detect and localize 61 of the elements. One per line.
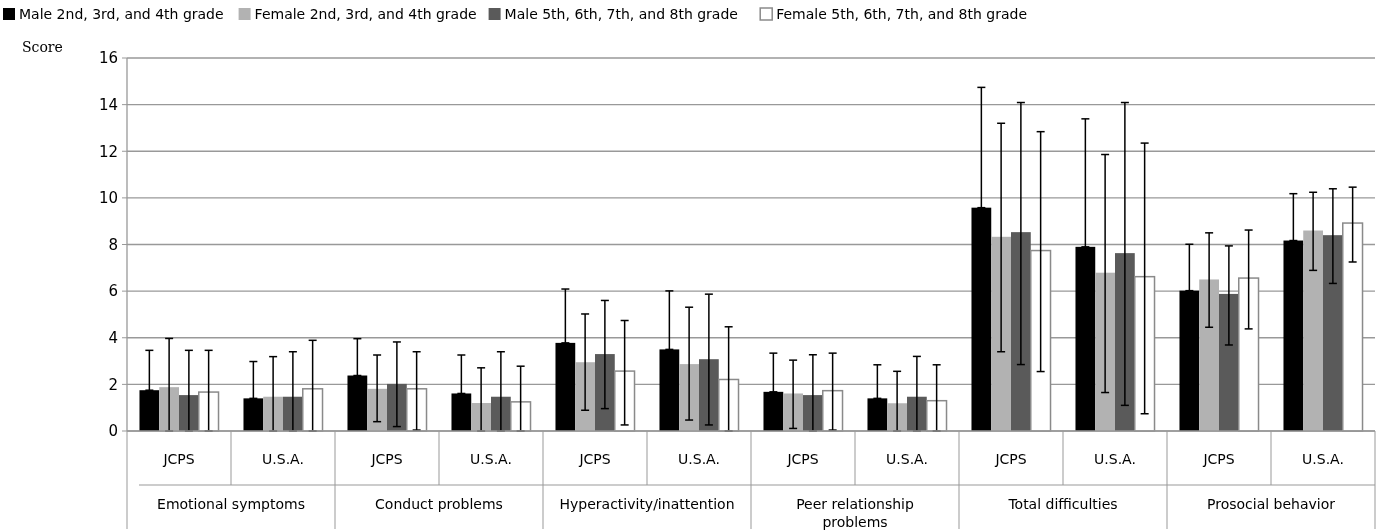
text: Peer relationship problems bbox=[796, 496, 914, 530]
x-tick-label: JCPS bbox=[1202, 451, 1235, 467]
x-tick-label: U.S.A. bbox=[886, 451, 928, 467]
bar bbox=[198, 391, 220, 432]
x-tick-label: U.S.A. bbox=[470, 451, 512, 467]
bar bbox=[1075, 246, 1096, 431]
bar bbox=[822, 389, 844, 432]
bar bbox=[139, 390, 160, 431]
text: Total difficulties bbox=[1007, 496, 1118, 512]
y-tick-label: 6 bbox=[108, 282, 118, 301]
bar bbox=[367, 388, 387, 431]
y-tick-label: 4 bbox=[108, 329, 118, 347]
bar bbox=[1342, 222, 1364, 432]
bar bbox=[991, 236, 1011, 431]
legend-label: Male 2nd, 3rd, and 4th grade bbox=[19, 5, 224, 22]
bar bbox=[1095, 272, 1115, 431]
bar bbox=[1011, 232, 1031, 431]
bar bbox=[1030, 249, 1052, 432]
x-tick-label: JCPS bbox=[994, 451, 1027, 467]
legend-label: Male 5th, 6th, 7th, and 8th grade bbox=[504, 5, 738, 22]
y-axis-title: Score bbox=[22, 39, 63, 55]
y-tick-label: 10 bbox=[98, 189, 118, 208]
bar bbox=[1238, 277, 1260, 432]
text: Conduct problems bbox=[375, 496, 503, 512]
bar bbox=[614, 370, 636, 432]
bar bbox=[1219, 293, 1239, 431]
bar bbox=[1199, 279, 1219, 431]
bar bbox=[1303, 230, 1323, 431]
text: Emotional symptoms bbox=[157, 496, 305, 512]
bar bbox=[1323, 235, 1343, 431]
legend-label: Female 5th, 6th, 7th, and 8th grade bbox=[776, 5, 1028, 22]
y-tick-label: 0 bbox=[108, 422, 118, 441]
bar bbox=[718, 378, 740, 432]
bar bbox=[1134, 275, 1156, 432]
bar bbox=[763, 391, 784, 431]
bar bbox=[510, 401, 532, 432]
y-tick-label: 16 bbox=[98, 49, 118, 68]
x-tick-label: U.S.A. bbox=[262, 451, 304, 467]
bar bbox=[595, 354, 615, 431]
x-tick-label: U.S.A. bbox=[678, 451, 720, 467]
bar bbox=[699, 359, 719, 431]
bar bbox=[406, 388, 428, 432]
bar bbox=[679, 364, 699, 431]
x-tick-label: JCPS bbox=[370, 451, 403, 467]
bar bbox=[575, 362, 595, 431]
y-tick-label: 2 bbox=[108, 375, 118, 394]
text: Hyperactivity/inattention bbox=[559, 496, 735, 512]
y-tick-label: 12 bbox=[98, 142, 118, 161]
y-tick-label: 8 bbox=[108, 235, 118, 254]
legend-label: Female 2nd, 3rd, and 4th grade bbox=[254, 5, 477, 22]
bar bbox=[926, 399, 948, 432]
x-tick-label: U.S.A. bbox=[1302, 451, 1344, 467]
text: Prosocial behavior bbox=[1206, 496, 1336, 512]
x-tick-label: JCPS bbox=[578, 451, 611, 467]
y-tick-label: 14 bbox=[98, 95, 118, 114]
x-tick-label: U.S.A. bbox=[1094, 451, 1136, 467]
bar bbox=[555, 342, 576, 431]
bar bbox=[302, 388, 324, 432]
x-tick-label: JCPS bbox=[162, 451, 195, 467]
bar bbox=[1115, 253, 1135, 431]
x-tick-label: JCPS bbox=[786, 451, 819, 467]
